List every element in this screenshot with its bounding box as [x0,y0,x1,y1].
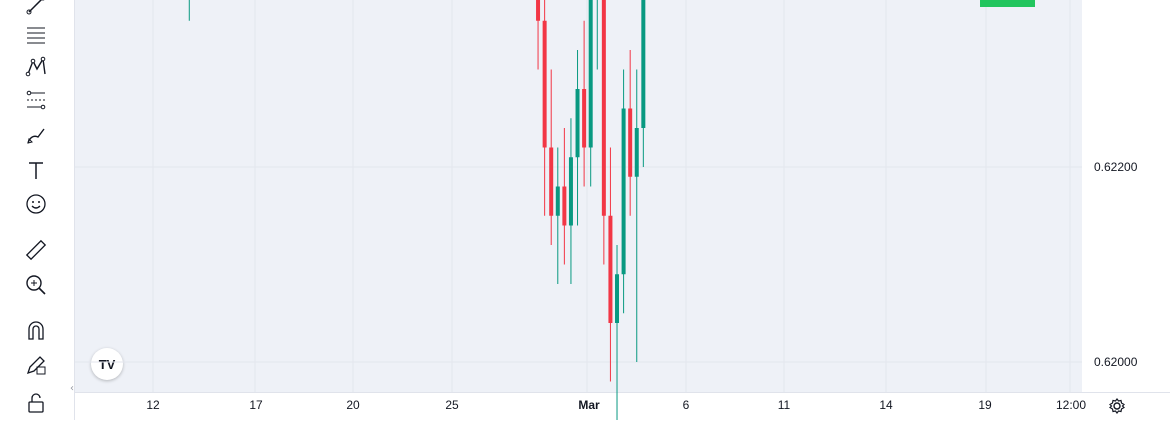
text-tool-icon[interactable] [21,155,51,185]
magnet-tool-icon[interactable] [21,316,51,346]
axis-corner [1082,392,1170,421]
chart-settings-gear-icon[interactable] [1107,396,1127,416]
brush-tool-icon[interactable] [21,120,51,150]
lock-drawings-icon[interactable] [21,350,51,380]
zoom-in-tool-icon[interactable] [21,270,51,300]
chart-pane[interactable] [75,0,1082,392]
fib-retracement-tool-icon[interactable] [21,85,51,115]
price-axis[interactable] [1082,0,1170,392]
ruler-tool-icon[interactable] [21,235,51,265]
tradingview-logo[interactable]: TV [91,348,123,380]
horizontal-lines-tool-icon[interactable] [21,19,51,49]
emoji-tool-icon[interactable] [21,189,51,219]
unlock-icon[interactable] [21,388,51,418]
drawing-toolbar [0,0,75,420]
pattern-tool-icon[interactable] [21,52,51,82]
trend-line-tool-icon[interactable] [21,0,51,20]
collapse-toolbar-arrow-icon[interactable]: ‹ [70,383,74,394]
time-axis[interactable] [75,392,1082,421]
